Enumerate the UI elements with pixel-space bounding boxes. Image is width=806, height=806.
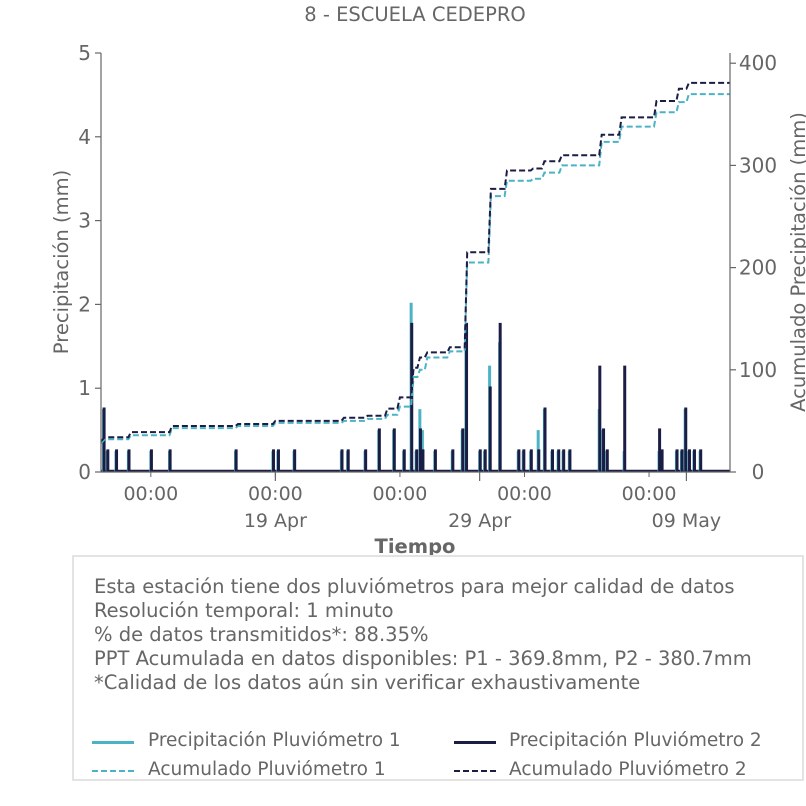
x-major-tick-label: 29 Apr — [448, 510, 511, 532]
x-major-tick-label: 19 Apr — [244, 510, 307, 532]
y-tick-label: 2 — [78, 292, 91, 316]
legend-label-p1: Precipitación Pluviómetro 1 — [148, 730, 401, 751]
legend-swatch-p2 — [454, 741, 496, 744]
info-line: *Calidad de los datos aún sin verificar … — [94, 671, 641, 694]
x-minor-tick-label: 00:00 — [373, 483, 428, 505]
y2-tick-label: 0 — [752, 460, 765, 484]
acum1-line — [100, 93, 730, 445]
y-tick-label: 0 — [78, 460, 91, 484]
y-tick-label: 1 — [78, 376, 91, 400]
chart-axes: 0 1 2 3 4 5 0 100 200 300 400 00:00 00:00 00:00 00:00 0… — [78, 41, 777, 532]
legend-swatch-acum2 — [454, 770, 496, 772]
x-minor-tick-label: 00:00 — [622, 483, 677, 505]
y2-tick-label: 200 — [739, 256, 777, 280]
y-tick-label: 3 — [78, 209, 91, 233]
x-axis-label: Tiempo — [375, 535, 456, 558]
x-major-tick-label: 09 May — [652, 510, 722, 532]
info-line: Esta estación tiene dos pluviómetros par… — [94, 575, 735, 598]
y-tick-label: 4 — [78, 125, 91, 149]
y-tick-label: 5 — [78, 41, 91, 65]
chart-title: 8 - ESCUELA CEDEPRO — [304, 3, 526, 26]
x-minor-tick-label: 00:00 — [123, 483, 178, 505]
rainfall-chart: 8 - ESCUELA CEDEPRO 01234501002003004000… — [50, 3, 806, 558]
acum2-line — [100, 81, 730, 442]
legend-swatch-p1 — [92, 741, 134, 744]
cumulative-lines — [100, 81, 730, 445]
y-axis-label: Precipitación (mm) — [50, 170, 73, 354]
y2-tick-label: 100 — [739, 358, 777, 382]
legend-label-acum2: Acumulado Pluviómetro 2 — [509, 759, 747, 780]
legend-swatch-acum1 — [92, 770, 134, 772]
y2-tick-label: 300 — [739, 153, 777, 177]
info-line: Resolución temporal: 1 minuto — [94, 599, 394, 622]
y2-tick-label: 400 — [739, 51, 777, 75]
info-panel: Esta estación tiene dos pluviómetros par… — [72, 555, 804, 781]
legend-label-acum1: Acumulado Pluviómetro 1 — [148, 759, 386, 780]
info-line: PPT Acumulada en datos disponibles: P1 -… — [94, 647, 752, 670]
x-minor-tick-label: 00:00 — [497, 483, 552, 505]
precipitation-bars — [101, 302, 730, 473]
x-minor-tick-label: 00:00 — [248, 483, 303, 505]
info-line: % de datos transmitidos*: 88.35% — [94, 623, 429, 646]
y2-axis-label: Acumulado Precipitación (mm) — [787, 112, 806, 412]
legend-label-p2: Precipitación Pluviómetro 2 — [509, 730, 762, 751]
